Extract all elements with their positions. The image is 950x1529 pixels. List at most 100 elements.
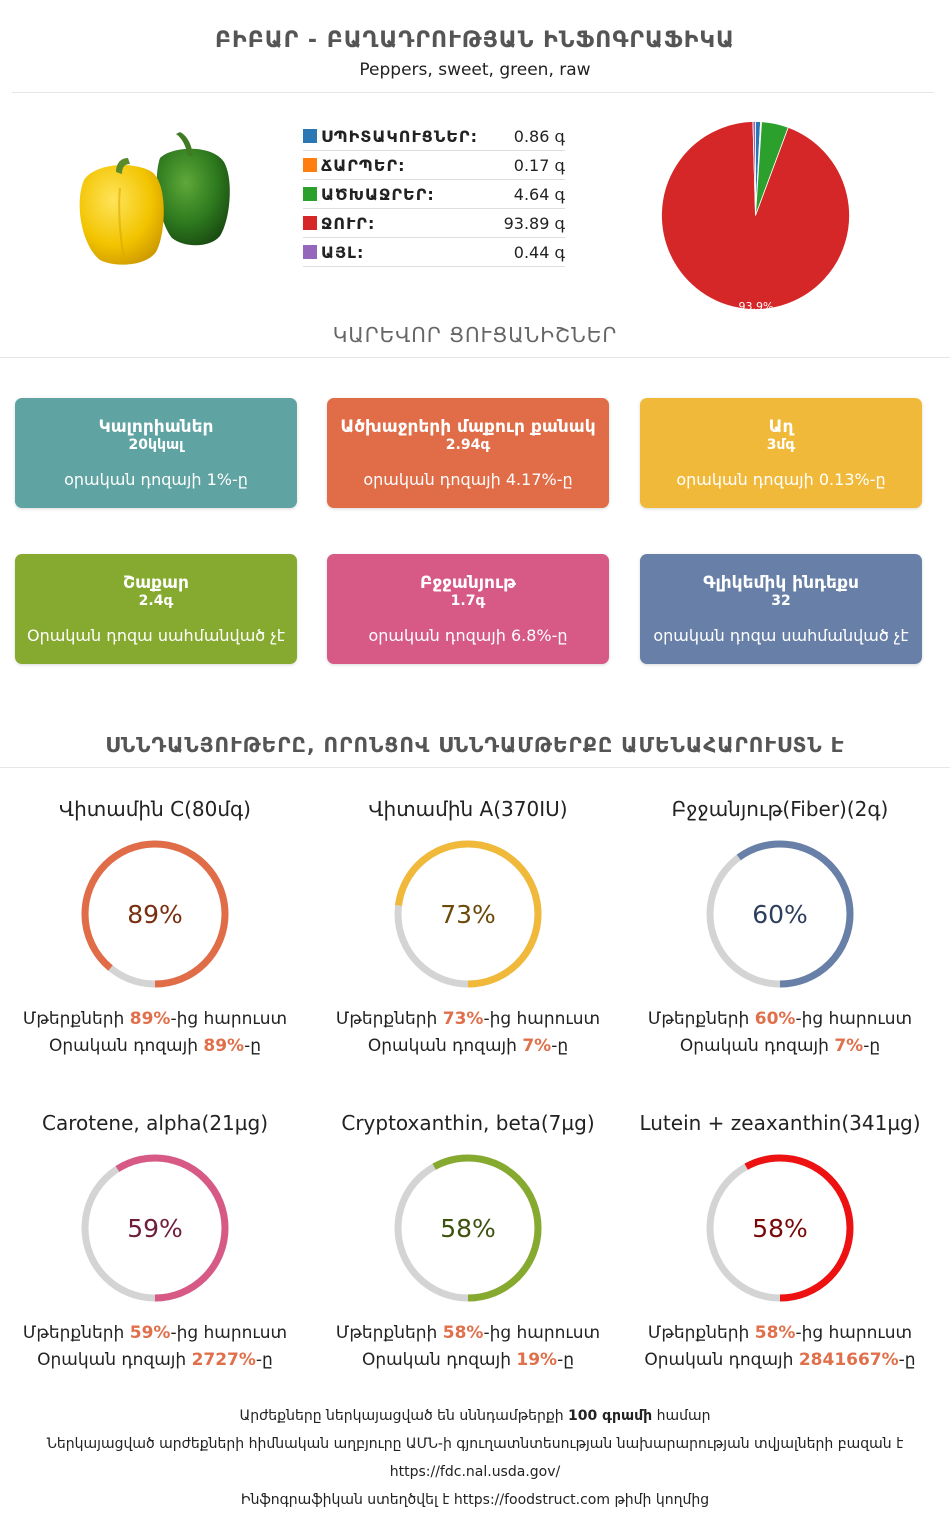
daily-value-note: Օրական դոզայի 7%-ը [679, 1036, 881, 1056]
richer-than-note: Մթերքների 89%-ից հարուստ [22, 1009, 288, 1029]
ring-percent: 58% [752, 1214, 808, 1243]
composition-row: ՍՊԻՏԱԿՈՒՑՆԵՐ: 0.86 գ [303, 122, 565, 151]
composition-table: ՍՊԻՏԱԿՈՒՑՆԵՐ: 0.86 գ ՃԱՐՊԵՐ: 0.17 գ ԱԾԽԱՋՐԵՐ… [303, 122, 565, 267]
nutrient-name: Carotene, alpha(21µg) [42, 1111, 268, 1135]
key-indicators-title: ԿԱՐԵՎՈՐ ՑՈՒՑԱՆԻՇՆԵՐ [332, 323, 618, 347]
food-name-subtitle: Peppers, sweet, green, raw [359, 60, 591, 80]
footer-source-note: Ներկայացված արժեքների հիմնական աղբյուրը … [46, 1436, 904, 1452]
divider [0, 767, 950, 768]
nutrient-item: Բջջանյութ(Fiber)(2գ) 60% Մթերքների 60%-ից … [625, 797, 935, 1060]
nutrient-name: Cryptoxanthin, beta(7µg) [341, 1111, 595, 1135]
card-title: Գլիկեմիկ ինդեքս [703, 573, 859, 593]
composition-row: ԱԾԽԱՋՐԵՐ: 4.64 գ [303, 180, 565, 209]
card-title: Աղ [768, 417, 794, 437]
richer-than-note: Մթերքների 58%-ից հարուստ [335, 1323, 601, 1343]
ring-progress [394, 840, 542, 988]
key-indicator-card: Բջջանյութ 1.7գ օրական դոզայի 6.8%-ը [327, 554, 609, 664]
ring-percent: 58% [440, 1214, 496, 1243]
key-indicator-card: Ածխաջրերի մաքուր քանակ 2.94գ օրական դոզայի… [327, 398, 609, 508]
divider [0, 357, 950, 358]
pie-slice [752, 121, 756, 216]
composition-label: ՍՊԻՏԱԿՈՒՑՆԵՐ: [321, 126, 478, 146]
nutrient-ring: 73% [394, 840, 542, 988]
footer-note-100g: Արժեքները ներկայացված են սննդամթերքի 100… [239, 1408, 711, 1424]
key-indicator-card: Գլիկեմիկ ինդեքս 32 օրական դոզա սահմանված չ… [640, 554, 922, 664]
nutrient-item: Cryptoxanthin, beta(7µg) 58% Մթերքների 58%… [313, 1111, 623, 1374]
legend-swatch [303, 216, 317, 230]
card-title: Շաքար [123, 573, 189, 593]
card-daily-note: օրական դոզայի 4.17%-ը [363, 470, 573, 489]
composition-value: 0.17 գ [513, 155, 565, 175]
legend-swatch [303, 245, 317, 259]
card-daily-note: օրական դոզայի 1%-ը [64, 470, 248, 489]
footer-credit: Ինֆոգրաֆիկան ստեղծվել է https://foodstru… [240, 1492, 710, 1508]
ring-progress [81, 1154, 229, 1302]
composition-row: ՋՈՒՐ: 93.89 գ [303, 209, 565, 238]
legend-swatch [303, 129, 317, 143]
key-indicator-card: Կալորիաներ 20կկալ օրական դոզայի 1%-ը [15, 398, 297, 508]
ring-progress [706, 1154, 854, 1302]
card-title: Բջջանյութ [420, 573, 516, 593]
card-title: Ածխաջրերի մաքուր քանակ [340, 417, 596, 437]
ring-percent: 59% [127, 1214, 183, 1243]
daily-value-note: Օրական դոզայի 19%-ը [361, 1350, 575, 1370]
card-value: 1.7գ [450, 593, 486, 609]
card-daily-note: օրական դոզայի 6.8%-ը [368, 626, 568, 645]
ring-percent: 60% [752, 900, 808, 929]
composition-value: 0.44 գ [513, 242, 565, 262]
composition-label: ԱՅԼ: [321, 242, 365, 262]
nutrient-item: Lutein + zeaxanthin(341µg) 58% Մթերքների 5… [625, 1111, 935, 1374]
composition-value: 0.86 գ [513, 126, 565, 146]
richer-than-note: Մթերքների 60%-ից հարուստ [647, 1009, 913, 1029]
card-title: Կալորիաներ [98, 417, 214, 437]
nutrient-name: Lutein + zeaxanthin(341µg) [639, 1111, 921, 1135]
legend-swatch [303, 187, 317, 201]
pepper-image [79, 132, 230, 265]
legend-swatch [303, 158, 317, 172]
page-title: ԲԻԲԱՐ - ԲԱՂԱԴՐՈՒԹՅԱՆ ԻՆՖՈԳՐԱՖԻԿԱ [215, 28, 735, 53]
richer-than-note: Մթերքների 58%-ից հարուստ [647, 1323, 913, 1343]
card-value: 2.4գ [138, 593, 174, 609]
composition-row: ԱՅԼ: 0.44 գ [303, 238, 565, 267]
footer-source-link[interactable]: https://fdc.nal.usda.gov/ [389, 1464, 561, 1480]
nutrient-ring: 58% [394, 1154, 542, 1302]
nutrient-name: Վիտամին A(370IU) [368, 797, 568, 821]
daily-value-note: Օրական դոզայի 2841667%-ը [644, 1350, 916, 1370]
composition-label: ՋՈՒՐ: [321, 213, 376, 233]
nutrient-ring: 58% [706, 1154, 854, 1302]
nutrient-item: Carotene, alpha(21µg) 59% Մթերքների 59%-ից… [0, 1111, 310, 1374]
nutrient-name: Վիտամին C(80մգ) [59, 797, 251, 821]
card-daily-note: օրական դոզա սահմանված չէ [653, 626, 909, 645]
rich-nutrients-title: ՍՆՆԴԱՆՅՈՒԹԵՐԸ, ՈՐՈՆՑՈՎ ՍՆՆԴԱՄԹԵՐՔԸ ԱՄԵՆԱ… [105, 733, 845, 757]
richer-than-note: Մթերքների 73%-ից հարուստ [335, 1009, 601, 1029]
card-daily-note: Օրական դոզա սահմանված չէ [26, 626, 286, 645]
ring-progress [706, 840, 854, 988]
nutrient-ring: 60% [706, 840, 854, 988]
key-indicator-card: Աղ 3մգ օրական դոզայի 0.13%-ը [640, 398, 922, 508]
card-value: 3մգ [766, 437, 796, 453]
nutrient-item: Վիտամին A(370IU) 73% Մթերքների 73%-ից հարո… [313, 797, 623, 1060]
nutrient-name: Բջջանյութ(Fiber)(2գ) [671, 797, 889, 821]
yellow-pepper [79, 158, 164, 265]
key-indicator-card: Շաքար 2.4գ Օրական դոզա սահմանված չէ [15, 554, 297, 664]
daily-value-note: Օրական դոզայի 2727%-ը [37, 1350, 273, 1370]
composition-value: 93.89 գ [503, 213, 565, 233]
footer: Արժեքները ներկայացված են սննդամթերքի 100… [0, 1402, 950, 1514]
composition-label: ԱԾԽԱՋՐԵՐ: [321, 184, 435, 204]
daily-value-note: Օրական դոզայի 89%-ը [48, 1036, 262, 1056]
ring-progress [81, 840, 229, 988]
composition-pie-chart: 93.9% [661, 121, 850, 313]
card-value: 32 [771, 593, 791, 609]
ring-percent: 73% [440, 900, 496, 929]
card-daily-note: օրական դոզայի 0.13%-ը [676, 470, 886, 489]
richer-than-note: Մթերքների 59%-ից հարուստ [22, 1323, 288, 1343]
nutrient-ring: 59% [81, 1154, 229, 1302]
daily-value-note: Օրական դոզայի 7%-ը [367, 1036, 569, 1056]
pie-data-label: 93.9% [738, 300, 773, 313]
composition-label: ՃԱՐՊԵՐ: [321, 155, 406, 175]
ring-progress [394, 1154, 542, 1302]
divider [12, 92, 934, 93]
foodstruct-link[interactable]: https://foodstruct.com [453, 1492, 610, 1508]
nutrient-ring: 89% [81, 840, 229, 988]
green-pepper [156, 132, 230, 246]
